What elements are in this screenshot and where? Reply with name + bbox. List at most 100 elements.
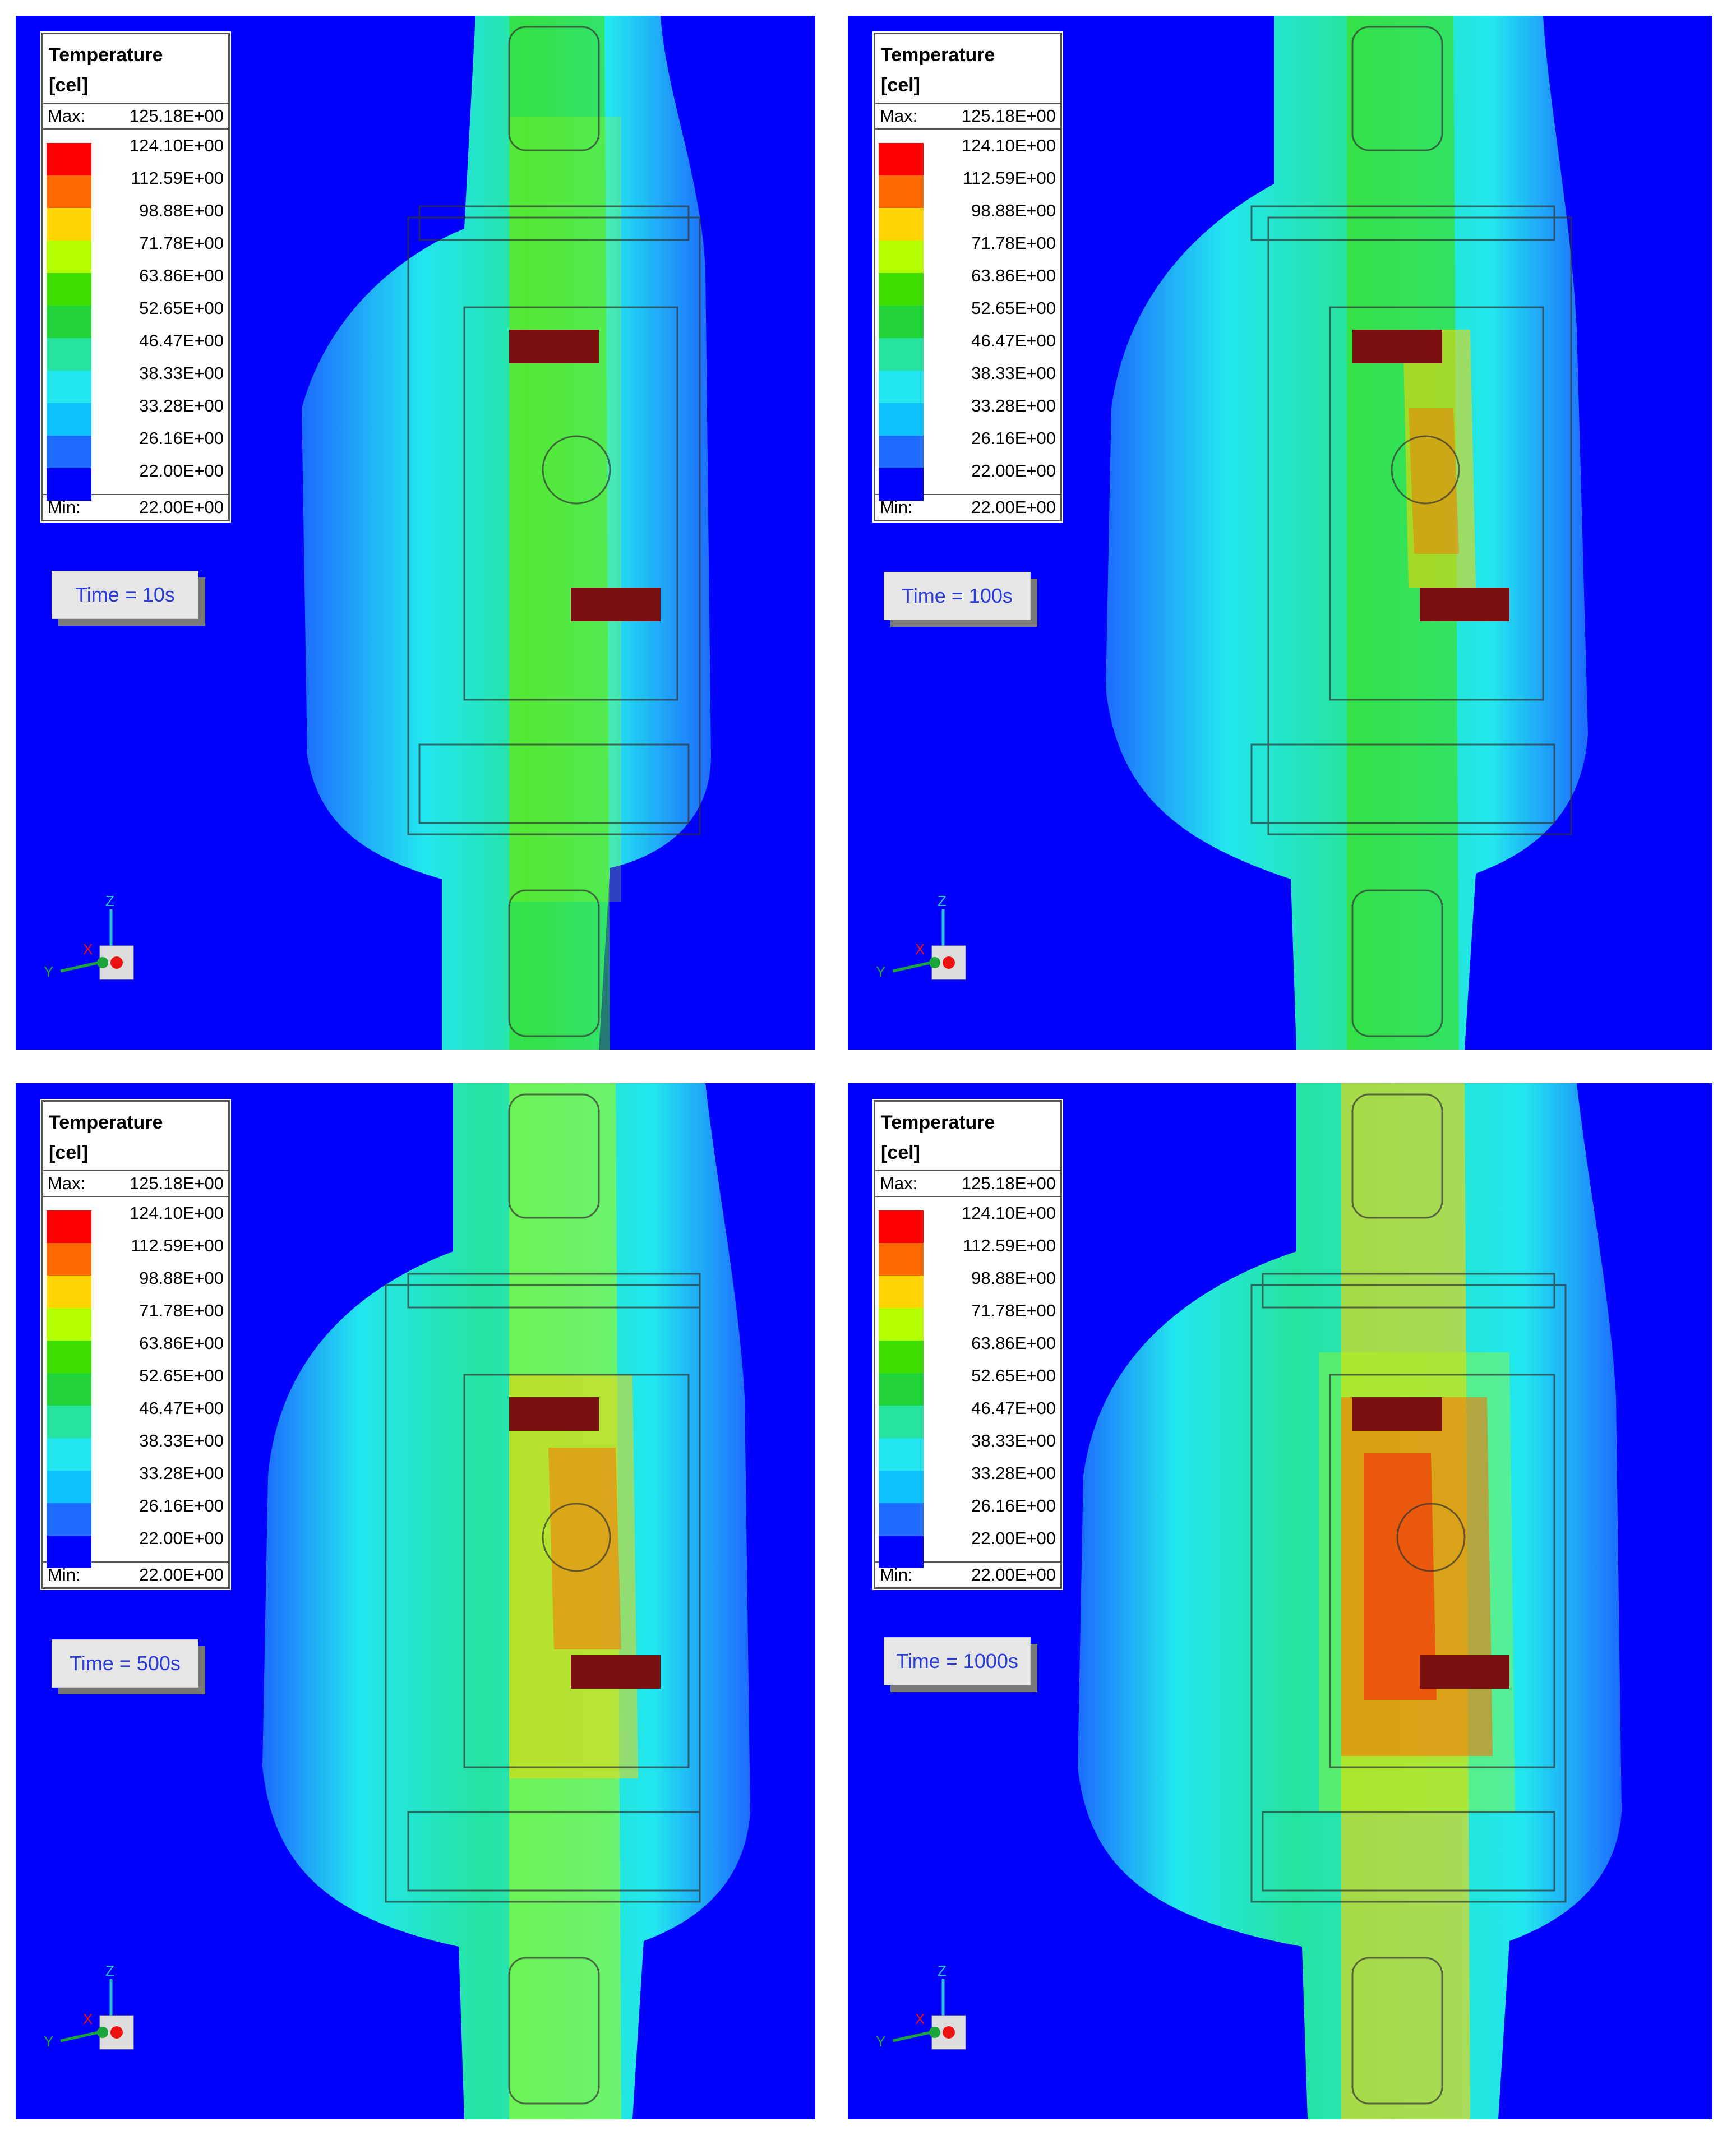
legend-swatch bbox=[47, 1536, 91, 1568]
legend-tick-label: 33.28E+00 bbox=[971, 1463, 1056, 1483]
legend-swatch bbox=[47, 1471, 91, 1503]
legend-swatch bbox=[47, 1406, 91, 1438]
legend-tick-label: 22.00E+00 bbox=[139, 461, 224, 480]
time-label: Time = 10s bbox=[52, 571, 198, 619]
legend-swatch bbox=[47, 143, 91, 175]
legend-tick-label: 22.00E+00 bbox=[971, 1528, 1056, 1548]
axis-triad-icon: Z Y X bbox=[876, 893, 966, 980]
legend-tick-label: 22.00E+00 bbox=[139, 1528, 224, 1548]
legend-max: Max: 125.18E+00 bbox=[43, 103, 228, 128]
legend-title: Temperature [cel] bbox=[881, 1112, 995, 1163]
legend-swatch bbox=[47, 1243, 91, 1276]
legend-tick-label: 63.86E+00 bbox=[971, 1333, 1056, 1353]
legend-title: Temperature [cel] bbox=[881, 44, 995, 96]
legend-tick-label: 52.65E+00 bbox=[139, 298, 224, 318]
legend-min: Min: 22.00E+00 bbox=[875, 1561, 1060, 1587]
legend-tick-label: 63.86E+00 bbox=[139, 1333, 224, 1353]
temperature-legend: Temperature [cel] Max: 125.18E+00 124.10E+… bbox=[41, 33, 230, 521]
legend-swatch bbox=[879, 143, 924, 175]
legend-tick-label: 26.16E+00 bbox=[139, 1496, 224, 1515]
legend-swatch bbox=[879, 1276, 924, 1308]
temperature-legend: Temperature [cel] Max: 125.18E+00 124.10E+… bbox=[874, 1100, 1062, 1589]
legend-tick-label: 71.78E+00 bbox=[139, 1301, 224, 1320]
legend-tick-label: 26.16E+00 bbox=[971, 1496, 1056, 1515]
panel-time-10s: Temperature [cel] Max: 125.18E+00 124.10E+… bbox=[16, 16, 815, 1050]
legend-swatch bbox=[47, 403, 91, 436]
legend-max: Max: 125.18E+00 bbox=[875, 103, 1060, 128]
legend-tick-label: 124.10E+00 bbox=[961, 1203, 1056, 1223]
legend-tick-label: 33.28E+00 bbox=[971, 396, 1056, 415]
legend-tick-label: 38.33E+00 bbox=[139, 1431, 224, 1450]
legend-swatch bbox=[47, 1503, 91, 1536]
legend-tick-label: 124.10E+00 bbox=[961, 136, 1056, 155]
legend-swatch bbox=[47, 273, 91, 306]
legend-tick-label: 38.33E+00 bbox=[971, 363, 1056, 383]
svg-text:Y: Y bbox=[44, 963, 53, 980]
legend-tick-label: 38.33E+00 bbox=[139, 363, 224, 383]
panel-time-1000s: Temperature [cel] Max: 125.18E+00 124.10E+… bbox=[848, 1083, 1712, 2119]
legend-swatch bbox=[47, 1308, 91, 1341]
legend-swatch bbox=[879, 208, 924, 241]
legend-swatch bbox=[47, 1373, 91, 1406]
svg-text:X: X bbox=[915, 941, 925, 958]
legend-tick-label: 112.59E+00 bbox=[131, 168, 224, 188]
legend-swatch bbox=[879, 436, 924, 468]
legend-tick-label: 46.47E+00 bbox=[971, 331, 1056, 350]
legend-tick-label: 98.88E+00 bbox=[971, 1268, 1056, 1288]
legend-swatch bbox=[879, 1341, 924, 1373]
legend-tick-label: 26.16E+00 bbox=[971, 428, 1056, 448]
legend-swatch bbox=[879, 1210, 924, 1243]
time-label: Time = 500s bbox=[52, 1639, 198, 1688]
legend-tick-label: 112.59E+00 bbox=[963, 168, 1056, 188]
legend-swatch bbox=[47, 468, 91, 501]
color-scale bbox=[879, 1210, 924, 1568]
scale-ticks: 124.10E+00 112.59E+00 98.88E+00 71.78E+00 63… bbox=[95, 130, 224, 487]
legend-tick-label: 52.65E+00 bbox=[971, 1366, 1056, 1385]
color-scale bbox=[47, 1210, 91, 1568]
legend-swatch bbox=[879, 1438, 924, 1471]
legend-swatch bbox=[879, 306, 924, 338]
svg-text:Z: Z bbox=[105, 893, 114, 909]
svg-text:Z: Z bbox=[105, 1962, 114, 1979]
legend-tick-label: 98.88E+00 bbox=[139, 1268, 224, 1288]
legend-swatch bbox=[879, 338, 924, 371]
legend-tick-label: 63.86E+00 bbox=[139, 266, 224, 285]
legend-tick-label: 26.16E+00 bbox=[139, 428, 224, 448]
legend-tick-label: 38.33E+00 bbox=[971, 1431, 1056, 1450]
legend-swatch bbox=[47, 208, 91, 241]
axis-triad-icon: Z Y X bbox=[44, 893, 134, 980]
legend-max: Max: 125.18E+00 bbox=[43, 1170, 228, 1196]
legend-swatch bbox=[47, 1276, 91, 1308]
legend-swatch bbox=[47, 306, 91, 338]
legend-swatch bbox=[879, 241, 924, 273]
legend-tick-label: 124.10E+00 bbox=[129, 1203, 224, 1223]
scale-ticks: 124.10E+00 112.59E+00 98.88E+00 71.78E+00 63… bbox=[927, 130, 1056, 487]
panel-time-500s: Temperature [cel] Max: 125.18E+00 124.10E+… bbox=[16, 1083, 815, 2119]
legend-tick-label: 71.78E+00 bbox=[971, 233, 1056, 253]
legend-tick-label: 112.59E+00 bbox=[131, 1236, 224, 1255]
temperature-field bbox=[1078, 1083, 1622, 2119]
legend-swatch bbox=[47, 371, 91, 403]
legend-scale: 124.10E+00 112.59E+00 98.88E+00 71.78E+00 63… bbox=[43, 1196, 228, 1568]
legend-min: Min: 22.00E+00 bbox=[875, 494, 1060, 520]
legend-swatch bbox=[879, 1503, 924, 1536]
svg-text:X: X bbox=[83, 941, 93, 958]
svg-text:Y: Y bbox=[876, 2033, 885, 2050]
legend-swatch bbox=[879, 403, 924, 436]
svg-text:Y: Y bbox=[44, 2033, 53, 2050]
legend-title: Temperature [cel] bbox=[49, 44, 163, 96]
svg-text:Y: Y bbox=[876, 963, 885, 980]
legend-tick-label: 33.28E+00 bbox=[139, 1463, 224, 1483]
temperature-legend: Temperature [cel] Max: 125.18E+00 124.10E+… bbox=[874, 33, 1062, 521]
color-scale bbox=[879, 143, 924, 501]
legend-swatch bbox=[879, 1308, 924, 1341]
legend-swatch bbox=[879, 273, 924, 306]
legend-swatch bbox=[47, 1341, 91, 1373]
legend-tick-label: 112.59E+00 bbox=[963, 1236, 1056, 1255]
legend-swatch bbox=[47, 1438, 91, 1471]
legend-tick-label: 63.86E+00 bbox=[971, 266, 1056, 285]
legend-max: Max: 125.18E+00 bbox=[875, 1170, 1060, 1196]
legend-scale: 124.10E+00 112.59E+00 98.88E+00 71.78E+00 63… bbox=[875, 1196, 1060, 1568]
legend-swatch bbox=[47, 1210, 91, 1243]
legend-swatch bbox=[47, 436, 91, 468]
